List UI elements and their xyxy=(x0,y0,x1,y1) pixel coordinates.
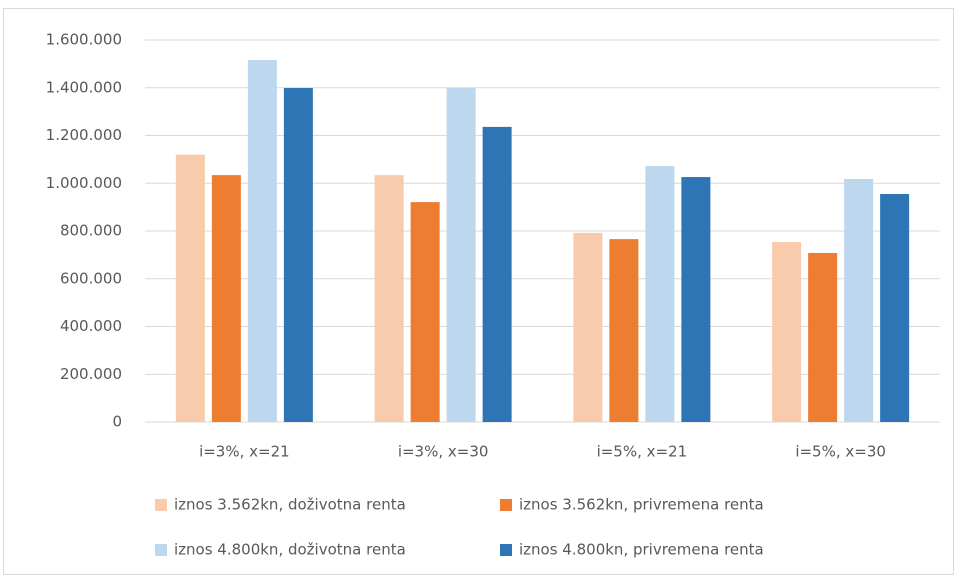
y-tick-label: 1.600.000 xyxy=(46,31,122,49)
legend-label: iznos 3.562kn, doživotna renta xyxy=(174,496,406,514)
y-tick-label: 0 xyxy=(112,413,122,431)
legend-swatch xyxy=(155,544,167,556)
legend-swatch xyxy=(155,499,167,511)
bar xyxy=(446,87,476,423)
bar xyxy=(482,126,512,422)
bar xyxy=(374,175,404,422)
bar xyxy=(283,87,313,423)
x-tick-label: i=3%, x=30 xyxy=(398,443,489,461)
legend-swatch xyxy=(500,499,512,511)
y-tick-label: 800.000 xyxy=(60,222,122,240)
y-tick-label: 1.400.000 xyxy=(46,78,122,96)
legend-label: iznos 4.800kn, privremena renta xyxy=(519,541,764,559)
bar xyxy=(772,241,802,422)
bar xyxy=(247,60,277,423)
x-tick-label: i=5%, x=21 xyxy=(597,443,688,461)
bar xyxy=(175,154,205,422)
bar xyxy=(211,175,241,422)
legend-label: iznos 3.562kn, privremena renta xyxy=(519,496,764,514)
bar xyxy=(808,252,838,422)
bar xyxy=(645,166,675,422)
bar xyxy=(880,193,910,422)
bar xyxy=(681,177,711,422)
y-tick-label: 200.000 xyxy=(60,365,122,383)
y-tick-label: 1.000.000 xyxy=(46,174,122,192)
y-tick-label: 400.000 xyxy=(60,317,122,335)
legend-label: iznos 4.800kn, doživotna renta xyxy=(174,541,406,559)
y-tick-label: 600.000 xyxy=(60,269,122,287)
x-tick-label: i=5%, x=30 xyxy=(795,443,886,461)
legend-swatch xyxy=(500,544,512,556)
x-tick-label: i=3%, x=21 xyxy=(199,443,290,461)
y-tick-label: 1.200.000 xyxy=(46,126,122,144)
bar xyxy=(844,178,874,422)
bar xyxy=(609,239,639,422)
bar xyxy=(410,202,440,422)
bar xyxy=(573,232,603,422)
